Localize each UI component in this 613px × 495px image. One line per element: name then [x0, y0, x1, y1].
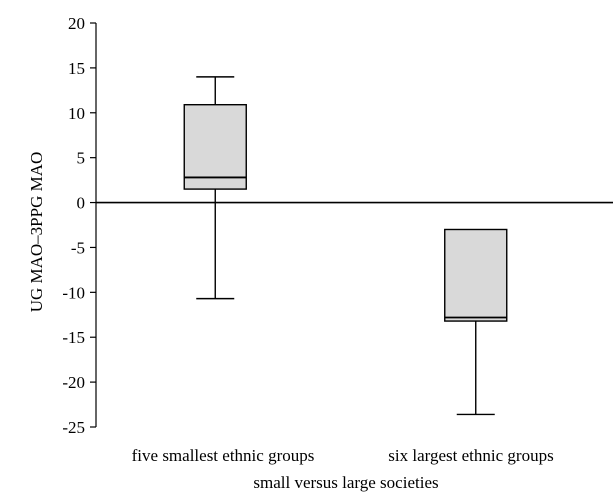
x-category-label: five smallest ethnic groups: [132, 446, 315, 465]
x-category-label: six largest ethnic groups: [388, 446, 553, 465]
y-tick-label: 20: [68, 14, 85, 33]
y-tick-label: 5: [77, 149, 86, 168]
y-tick-label: 15: [68, 59, 85, 78]
y-tick-label: -5: [71, 238, 85, 257]
box-iqr: [183, 103, 247, 190]
box-group: [183, 76, 247, 300]
x-axis-category-labels: five smallest ethnic groups six largest e…: [132, 446, 554, 465]
y-axis-title: UG MAO–3PPG MAO: [27, 152, 46, 313]
y-tick-label: -10: [62, 283, 85, 302]
y-tick-label: -20: [62, 373, 85, 392]
y-tick-label: -25: [62, 418, 85, 437]
box-iqr: [444, 228, 508, 322]
boxes-layer: [183, 76, 508, 416]
y-tick-label: 10: [68, 104, 85, 123]
x-axis-title: small versus large societies: [253, 473, 438, 492]
y-tick-label: 0: [77, 194, 86, 213]
y-tick-label: -15: [62, 328, 85, 347]
box-group: [444, 228, 508, 416]
y-axis: 20 15 10 5 0 -5 -10 -15 -20 -25: [62, 14, 97, 437]
